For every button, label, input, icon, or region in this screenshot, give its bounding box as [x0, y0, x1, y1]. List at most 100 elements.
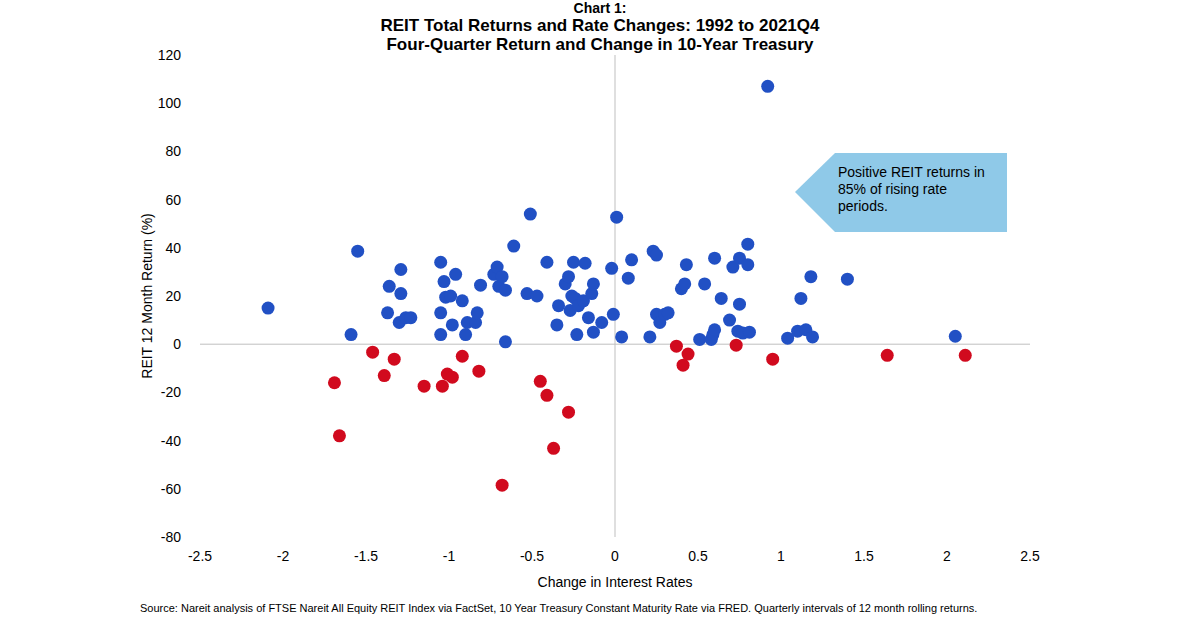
point [708, 323, 721, 336]
point [708, 252, 721, 265]
point [698, 277, 711, 290]
chart: Chart 1:REIT Total Returns and Rate Chan… [0, 0, 1200, 630]
point [723, 314, 736, 327]
point [680, 258, 693, 271]
point [524, 208, 537, 221]
point [804, 270, 817, 283]
point [615, 330, 628, 343]
annotation: Positive REIT returns in85% of rising ra… [838, 164, 985, 214]
y-tick-label: 0 [173, 336, 181, 352]
point [743, 326, 756, 339]
point [418, 380, 431, 393]
point [434, 256, 447, 269]
point [436, 380, 449, 393]
x-axis-label: Change in Interest Rates [538, 574, 693, 590]
y-tick-label: -60 [161, 481, 181, 497]
point [670, 340, 683, 353]
point [381, 306, 394, 319]
point [345, 328, 358, 341]
x-tick-label: -1 [443, 548, 456, 564]
point [949, 330, 962, 343]
point [262, 302, 275, 315]
y-tick-label: 40 [165, 240, 181, 256]
x-tick-label: -1.5 [354, 548, 378, 564]
y-tick-label: 60 [165, 192, 181, 208]
point [662, 306, 675, 319]
point [643, 330, 656, 343]
point [456, 350, 469, 363]
point [682, 348, 695, 361]
point [404, 311, 417, 324]
point [841, 273, 854, 286]
y-axis-line [615, 55, 616, 537]
x-tick-label: 1.5 [854, 548, 874, 564]
y-tick-label: 100 [158, 95, 182, 111]
point [547, 442, 560, 455]
point [388, 353, 401, 366]
y-tick-label: -80 [161, 529, 181, 545]
callout [795, 153, 1007, 232]
point [650, 249, 663, 262]
point [449, 268, 462, 281]
y-tick-label: 120 [158, 47, 182, 63]
point [610, 211, 623, 224]
point [456, 294, 469, 307]
point [472, 365, 485, 378]
point [678, 277, 691, 290]
title: REIT Total Returns and Rate Changes: 199… [381, 16, 821, 35]
point [570, 328, 583, 341]
point [693, 333, 706, 346]
point [741, 258, 754, 271]
point [507, 240, 520, 253]
y-tick-label: 80 [165, 143, 181, 159]
source: Source: Nareit analysis of FTSE Nareit A… [140, 602, 977, 614]
point [730, 339, 743, 352]
x-tick-label: 0.5 [688, 548, 708, 564]
point [622, 272, 635, 285]
point [540, 389, 553, 402]
point [499, 335, 512, 348]
point [351, 245, 364, 258]
point [761, 80, 774, 93]
point [496, 270, 509, 283]
point [434, 306, 447, 319]
x-tick-label: -2.5 [188, 548, 212, 564]
point [394, 287, 407, 300]
point [366, 346, 379, 359]
point [567, 256, 580, 269]
points [262, 80, 972, 492]
point [587, 277, 600, 290]
point [595, 316, 608, 329]
point [715, 292, 728, 305]
point [499, 284, 512, 297]
point [378, 369, 391, 382]
y-tick-label: 20 [165, 288, 181, 304]
point [394, 263, 407, 276]
y-tick-label: -20 [161, 384, 181, 400]
x-tick-label: -2 [277, 548, 290, 564]
point [438, 275, 451, 288]
point [552, 299, 565, 312]
x-tick-label: 0 [611, 548, 619, 564]
point [579, 257, 592, 270]
point [446, 318, 459, 331]
point [677, 359, 690, 372]
subtitle: Four-Quarter Return and Change in 10-Yea… [386, 35, 814, 54]
point [959, 349, 972, 362]
point [550, 318, 563, 331]
point [328, 376, 341, 389]
point [605, 262, 618, 275]
point [741, 238, 754, 251]
point [625, 253, 638, 266]
point [582, 311, 595, 324]
x-tick-label: 2.5 [1020, 548, 1040, 564]
point [881, 349, 894, 362]
y-axis-label: REIT 12 Month Return (%) [139, 213, 155, 378]
point [733, 298, 746, 311]
x-tick-label: 2 [943, 548, 951, 564]
point [471, 306, 484, 319]
point [562, 406, 575, 419]
point [794, 292, 807, 305]
point [434, 328, 447, 341]
point [383, 280, 396, 293]
